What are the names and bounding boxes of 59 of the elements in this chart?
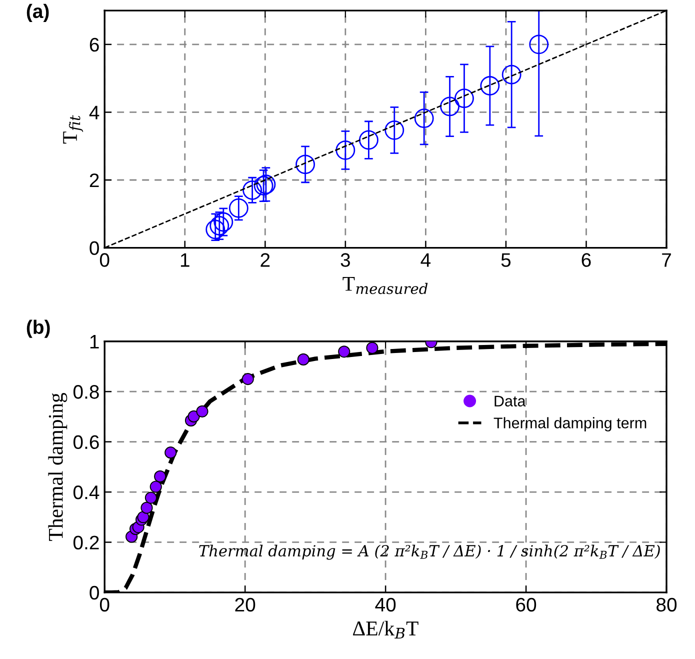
point xyxy=(242,180,262,200)
x-tick-label: 6 xyxy=(582,253,591,267)
x-tick-label: 4 xyxy=(420,253,431,267)
point xyxy=(150,480,162,493)
x-tick-label: 3 xyxy=(340,253,350,267)
y-tick-label: 0 xyxy=(90,586,99,600)
y-tick-label: 4 xyxy=(89,106,100,120)
x-tick-label: 20 xyxy=(235,598,256,612)
point xyxy=(454,88,474,108)
x-axis-title: T$_{measured}$ xyxy=(342,277,428,294)
legend-label: Data xyxy=(494,396,526,407)
x-tick-label: 80 xyxy=(656,598,677,612)
point xyxy=(242,372,254,386)
x-tick-label: 0 xyxy=(100,598,110,612)
legend-label: Thermal damping term xyxy=(494,417,646,432)
y-tick-label: 0.8 xyxy=(73,385,99,399)
annotation: Thermal damping = A (2 π²k$_{B}$T / ΔE) · 1 / sinh(2 π²k$_{B}$T / ΔE) xyxy=(199,544,660,560)
point xyxy=(137,511,150,524)
y-tick-label: 0.2 xyxy=(73,536,99,550)
point xyxy=(164,446,177,459)
chart-title: (b) xyxy=(26,320,50,338)
point xyxy=(440,96,460,116)
x-tick-label: 0 xyxy=(100,253,110,267)
y-tick-label: 1 xyxy=(90,335,99,348)
point xyxy=(214,212,234,232)
point xyxy=(206,220,226,240)
y-tick-label: 0 xyxy=(90,241,99,256)
y-tick-label: 2 xyxy=(90,173,99,188)
y-tick-label: 6 xyxy=(90,38,99,52)
x-tick-label: 60 xyxy=(516,598,536,612)
point xyxy=(140,502,153,514)
point xyxy=(144,492,157,504)
point xyxy=(338,346,350,358)
point xyxy=(529,34,549,54)
y-tick-label: 0.4 xyxy=(73,485,100,500)
x-tick-label: 40 xyxy=(375,598,396,612)
point xyxy=(480,76,500,96)
point xyxy=(297,353,310,366)
point xyxy=(228,198,248,218)
x-tick-label: 1 xyxy=(180,253,190,267)
point xyxy=(336,140,356,160)
x-axis-title: ΔE/k$_{B}$T xyxy=(353,620,418,639)
point xyxy=(154,470,166,482)
point xyxy=(188,410,200,422)
point xyxy=(366,342,378,354)
point xyxy=(502,64,522,84)
x-tick-label: 7 xyxy=(662,253,671,267)
point xyxy=(296,154,315,174)
point xyxy=(358,130,378,150)
point xyxy=(384,120,404,140)
chart-title: (a) xyxy=(26,4,49,22)
y-tick-label: 0.6 xyxy=(73,435,99,450)
y-axis-title: Thermal damping xyxy=(48,392,68,541)
y-axis-title: T$_{fit}$ xyxy=(63,115,84,144)
x-tick-label: 2 xyxy=(260,253,270,267)
point xyxy=(210,216,230,236)
x-tick-label: 5 xyxy=(501,253,511,267)
point xyxy=(196,405,208,418)
point xyxy=(414,108,434,128)
